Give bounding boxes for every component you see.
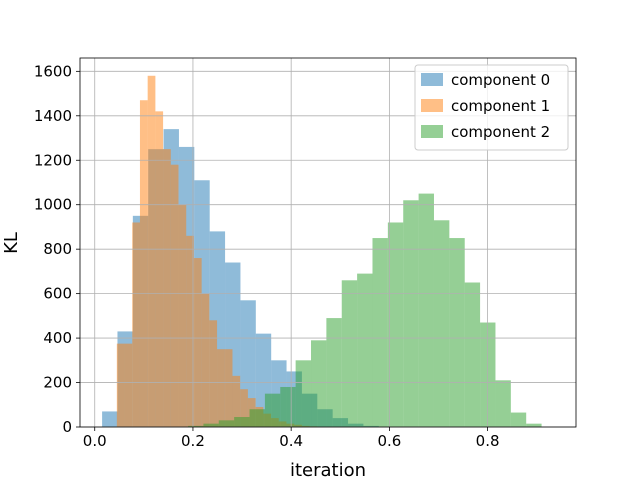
bar-series-2-bin-8 bbox=[311, 340, 327, 427]
bar-series-2-bin-9 bbox=[326, 318, 342, 427]
legend-label-0: component 0 bbox=[451, 71, 550, 89]
bar-series-2-bin-5 bbox=[264, 393, 281, 427]
x-axis-ticks: 0.0 0.2 0.4 0.6 0.8 bbox=[83, 427, 500, 450]
y-tick-label-1: 200 bbox=[43, 374, 72, 392]
bar-series-1-bin-14 bbox=[224, 349, 233, 427]
bar-series-2-bin-3 bbox=[234, 417, 250, 427]
histogram-bars bbox=[102, 75, 542, 428]
y-tick-label-2: 400 bbox=[43, 329, 72, 347]
bar-series-1-bin-9 bbox=[186, 235, 194, 427]
bar-series-2-bin-18 bbox=[464, 282, 481, 427]
bar-series-2-bin-6 bbox=[280, 386, 296, 427]
x-tick-label-0: 0.0 bbox=[83, 432, 107, 450]
bar-series-1-bin-15 bbox=[232, 375, 241, 427]
bar-series-1-bin-5 bbox=[155, 111, 164, 427]
bar-series-2-bin-20 bbox=[495, 380, 511, 427]
bar-series-2-bin-15 bbox=[418, 193, 434, 427]
bar-series-2-bin-17 bbox=[449, 238, 465, 427]
x-tick-label-1: 0.2 bbox=[181, 432, 205, 450]
x-tick-label-4: 0.8 bbox=[476, 432, 500, 450]
legend-label-1: component 1 bbox=[451, 97, 550, 115]
legend-swatch-1 bbox=[421, 99, 443, 112]
bar-series-2-bin-14 bbox=[403, 200, 419, 427]
y-tick-label-6: 1200 bbox=[34, 151, 72, 169]
plot-frame bbox=[79, 57, 577, 428]
bar-series-2-bin-21 bbox=[510, 412, 527, 427]
bar-series-1-bin-7 bbox=[170, 164, 179, 427]
bar-series-1-bin-4 bbox=[147, 75, 156, 427]
x-axis-label: iteration bbox=[290, 460, 366, 480]
bar-series-2-bin-0 bbox=[188, 425, 204, 427]
legend-swatch-2 bbox=[421, 125, 443, 138]
bar-series-1-bin-10 bbox=[193, 258, 202, 427]
bar-series-2-bin-1 bbox=[203, 423, 219, 427]
bar-series-1-bin-12 bbox=[209, 320, 218, 427]
bar-series-1-bin-0 bbox=[116, 343, 125, 427]
y-tick-label-8: 1600 bbox=[34, 62, 72, 80]
bar-series-1-bin-2 bbox=[132, 222, 140, 427]
bar-series-1-bin-11 bbox=[201, 293, 210, 427]
legend-box bbox=[414, 64, 569, 151]
bar-series-2-bin-7 bbox=[295, 360, 312, 427]
x-tick-label-3: 0.6 bbox=[377, 432, 401, 450]
y-tick-label-5: 1000 bbox=[34, 196, 72, 214]
y-tick-label-7: 1400 bbox=[34, 107, 72, 125]
x-tick-label-2: 0.4 bbox=[279, 432, 303, 450]
bar-series-2-bin-12 bbox=[372, 238, 388, 427]
y-tick-label-4: 800 bbox=[43, 240, 72, 258]
bar-series-1-bin-6 bbox=[163, 149, 171, 427]
y-tick-label-3: 600 bbox=[43, 285, 72, 303]
legend: component 0 component 1 component 2 bbox=[414, 64, 569, 151]
bar-series-1-bin-3 bbox=[139, 100, 148, 427]
bar-series-2-bin-10 bbox=[341, 280, 358, 427]
legend-label-2: component 2 bbox=[451, 123, 550, 141]
bar-series-1-bin-16 bbox=[240, 389, 248, 427]
bar-series-1-bin-13 bbox=[217, 349, 225, 427]
bar-series-1-bin-1 bbox=[124, 343, 133, 427]
bar-series-2-bin-13 bbox=[387, 222, 404, 427]
bar-series-2-bin-2 bbox=[218, 420, 235, 427]
bar-series-0-bin-0 bbox=[102, 411, 118, 427]
bar-series-2-bin-4 bbox=[249, 409, 265, 427]
bar-series-2-bin-16 bbox=[433, 220, 450, 427]
bar-series-2-bin-11 bbox=[357, 273, 373, 427]
legend-swatch-0 bbox=[421, 73, 443, 86]
bar-series-1-bin-8 bbox=[178, 204, 187, 427]
bar-series-2-bin-22 bbox=[526, 423, 542, 427]
y-tick-label-0: 0 bbox=[62, 418, 72, 436]
y-axis-label: KL bbox=[1, 232, 22, 254]
y-axis-ticks: 0 200 400 600 800 1000 1200 1400 1600 bbox=[34, 62, 80, 436]
